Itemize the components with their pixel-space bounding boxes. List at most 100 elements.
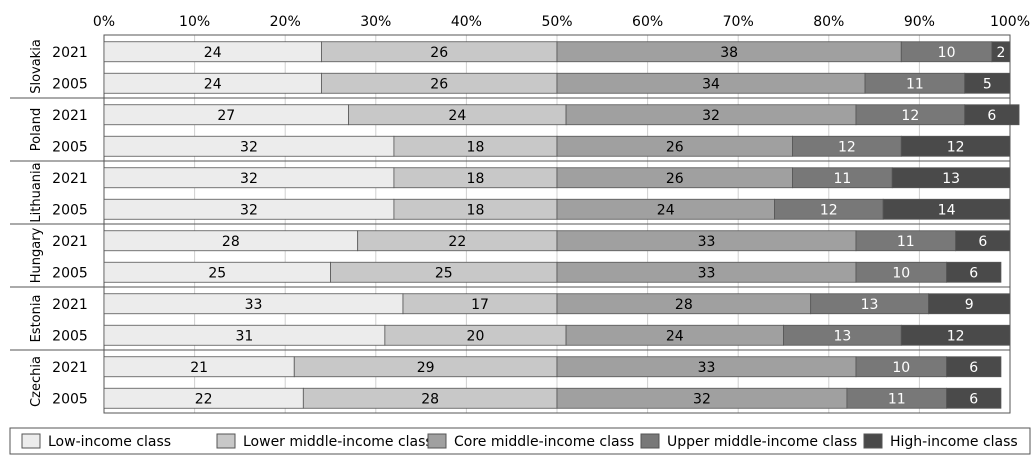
value-label: 24 bbox=[448, 108, 466, 124]
value-label: 18 bbox=[467, 139, 485, 155]
value-label: 38 bbox=[720, 45, 738, 61]
value-label: 10 bbox=[892, 360, 910, 376]
x-tick-label: 100% bbox=[990, 14, 1030, 30]
x-tick-label: 50% bbox=[541, 14, 572, 30]
bar-segment bbox=[900, 135, 1011, 157]
legend-swatch bbox=[21, 433, 41, 449]
value-label: 11 bbox=[888, 391, 906, 407]
value-label: 17 bbox=[471, 297, 489, 313]
bar-segment bbox=[964, 72, 1011, 94]
value-label: 5 bbox=[983, 76, 992, 92]
year-label: 2021 bbox=[52, 234, 88, 250]
bar-segment bbox=[891, 167, 1011, 189]
value-label: 29 bbox=[417, 360, 435, 376]
legend-label: Lower middle-income class bbox=[243, 434, 433, 450]
value-label: 27 bbox=[217, 108, 235, 124]
value-label: 13 bbox=[942, 171, 960, 187]
x-tick-label: 0% bbox=[93, 14, 115, 30]
value-label: 18 bbox=[467, 202, 485, 218]
legend-label: High-income class bbox=[890, 434, 1018, 450]
value-label: 18 bbox=[467, 171, 485, 187]
year-label: 2021 bbox=[52, 45, 88, 61]
value-label: 12 bbox=[901, 108, 919, 124]
value-label: 26 bbox=[430, 45, 448, 61]
value-label: 31 bbox=[236, 328, 254, 344]
value-label: 6 bbox=[969, 360, 978, 376]
x-tick-label: 90% bbox=[904, 14, 935, 30]
year-label: 2005 bbox=[52, 139, 88, 155]
bar-segment bbox=[882, 198, 1011, 220]
value-label: 6 bbox=[969, 391, 978, 407]
value-label: 28 bbox=[675, 297, 693, 313]
legend-swatch bbox=[216, 433, 236, 449]
year-label: 2005 bbox=[52, 265, 88, 281]
legend-label: Core middle-income class bbox=[454, 434, 634, 450]
value-label: 24 bbox=[666, 328, 684, 344]
value-label: 12 bbox=[947, 328, 965, 344]
bar-segment bbox=[946, 387, 1002, 409]
country-label: Czechia bbox=[29, 356, 44, 407]
value-label: 32 bbox=[240, 171, 258, 187]
value-label: 20 bbox=[467, 328, 485, 344]
value-label: 9 bbox=[965, 297, 974, 313]
bar-segment bbox=[946, 261, 1002, 283]
year-label: 2005 bbox=[52, 202, 88, 218]
year-label: 2005 bbox=[52, 391, 88, 407]
value-label: 28 bbox=[222, 234, 240, 250]
value-label: 11 bbox=[897, 234, 915, 250]
x-tick-label: 70% bbox=[723, 14, 754, 30]
year-label: 2021 bbox=[52, 108, 88, 124]
value-label: 22 bbox=[195, 391, 213, 407]
x-tick-label: 60% bbox=[632, 14, 663, 30]
legend-swatch bbox=[640, 433, 660, 449]
x-tick-label: 40% bbox=[451, 14, 482, 30]
value-label: 6 bbox=[978, 234, 987, 250]
value-label: 32 bbox=[240, 139, 258, 155]
year-label: 2005 bbox=[52, 76, 88, 92]
bar-segment bbox=[991, 41, 1011, 63]
bar-segment bbox=[964, 104, 1020, 126]
value-label: 13 bbox=[833, 328, 851, 344]
value-label: 12 bbox=[838, 139, 856, 155]
value-label: 26 bbox=[666, 171, 684, 187]
value-label: 33 bbox=[245, 297, 263, 313]
value-label: 33 bbox=[698, 234, 716, 250]
value-label: 11 bbox=[906, 76, 924, 92]
value-label: 6 bbox=[987, 108, 996, 124]
value-label: 21 bbox=[190, 360, 208, 376]
year-label: 2021 bbox=[52, 360, 88, 376]
legend-label: Low-income class bbox=[48, 434, 171, 450]
value-label: 32 bbox=[693, 391, 711, 407]
bar-segment bbox=[946, 356, 1002, 378]
legend-label: Upper middle-income class bbox=[667, 434, 857, 450]
value-label: 24 bbox=[657, 202, 675, 218]
value-label: 32 bbox=[702, 108, 720, 124]
value-label: 33 bbox=[698, 265, 716, 281]
value-label: 26 bbox=[430, 76, 448, 92]
value-label: 24 bbox=[204, 76, 222, 92]
value-label: 13 bbox=[861, 297, 879, 313]
bar-segment bbox=[955, 230, 1011, 252]
x-tick-label: 30% bbox=[360, 14, 391, 30]
year-label: 2021 bbox=[52, 171, 88, 187]
value-label: 12 bbox=[820, 202, 838, 218]
value-label: 33 bbox=[698, 360, 716, 376]
value-label: 28 bbox=[421, 391, 439, 407]
year-label: 2005 bbox=[52, 328, 88, 344]
value-label: 26 bbox=[666, 139, 684, 155]
value-label: 25 bbox=[208, 265, 226, 281]
x-tick-label: 10% bbox=[179, 14, 210, 30]
country-label: Poland bbox=[29, 108, 44, 151]
value-label: 10 bbox=[938, 45, 956, 61]
country-label: Lithuania bbox=[29, 162, 44, 222]
country-label: Estonia bbox=[29, 295, 44, 343]
value-label: 10 bbox=[892, 265, 910, 281]
value-label: 12 bbox=[947, 139, 965, 155]
legend-box bbox=[9, 427, 1031, 455]
bar-segment bbox=[900, 324, 1011, 346]
value-label: 34 bbox=[702, 76, 720, 92]
value-label: 32 bbox=[240, 202, 258, 218]
x-tick-label: 20% bbox=[270, 14, 301, 30]
country-label: Slovakia bbox=[29, 39, 44, 94]
